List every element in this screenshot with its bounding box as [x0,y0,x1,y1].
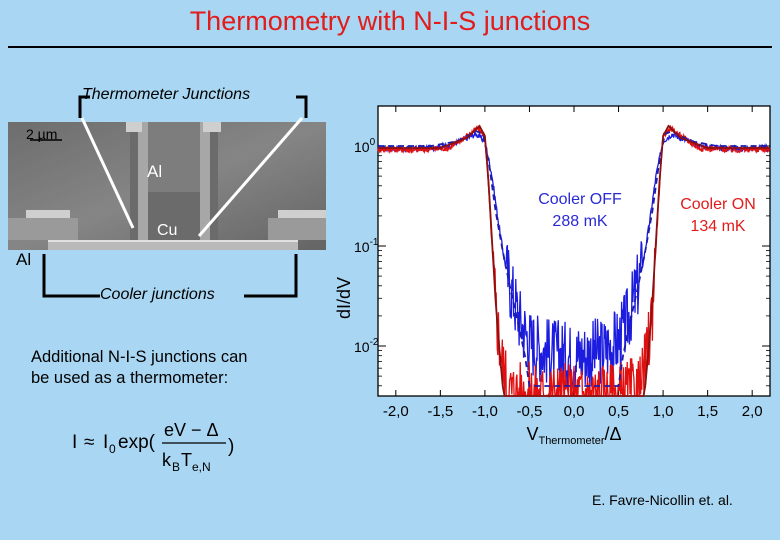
x-tick-label: -1,5 [427,403,453,420]
formula-numerator: eV − Δ [164,420,219,440]
slide-title: Thermometry with N-I-S junctions [189,6,591,36]
scale-bar-label: 2 µm [26,126,58,142]
y-tick-label: 100 [354,137,376,155]
series-annotation: 288 mK [552,213,607,230]
y-tick-label: 10-1 [354,237,379,255]
al-electrode-label: Al [147,162,163,181]
credit-text: E. Favre-Nicollin et. al. [592,492,733,508]
formula-i0-sub: 0 [109,442,116,456]
al-lead-label: Al [16,250,32,269]
formula-t-sub: e,N [192,460,211,474]
x-tick-label: -2,0 [383,403,409,420]
formula-lhs: I [72,432,77,453]
formula-t: T [181,450,192,470]
cu-island-label: Cu [157,222,178,239]
formula-exp: exp( [118,432,156,453]
formula-close: ) [228,436,234,457]
description-text: Additional N-I-S junctions can be used a… [31,347,331,389]
cooler-junctions-label: Cooler junctions [100,286,215,303]
description-line: be used as a thermometer: [31,369,229,387]
formula-kb: k [162,450,172,470]
x-tick-label: 0,0 [564,403,585,420]
y-axis-label: dI/dV [334,277,354,319]
formula-i0: I [103,432,108,453]
thermometer-junctions-label: Thermometer Junctions [82,86,251,103]
fit-line [378,124,770,397]
series-annotation: Cooler ON [680,196,756,213]
x-tick-label: 0,5 [608,403,629,420]
x-tick-label: -1,0 [472,403,498,420]
didv-chart: -2,0 -1,5 -1,0 -0,5 0,0 0,5 1,0 1,5 2,0 100 10-1 10… [334,105,771,447]
title-divider [8,46,772,48]
x-tick-label: 2,0 [742,403,763,420]
fit-line [378,129,770,387]
thermometer-formula: I ≈ I 0 exp( eV − Δ k B T e,N ) [72,420,234,474]
sem-micrograph [8,122,326,250]
formula-kb-sub: B [172,460,180,474]
formula-approx: ≈ [84,432,94,453]
description-line: Additional N-I-S junctions can [31,348,248,366]
series-annotation: Cooler OFF [538,191,622,208]
y-tick-label: 10-2 [354,337,379,355]
x-axis-label: VThermometer/Δ [526,424,621,447]
plot-area [377,105,771,397]
x-tick-label: -0,5 [517,403,543,420]
x-tick-label: 1,5 [697,403,718,420]
x-tick-label: 1,0 [653,403,674,420]
series-annotation: 134 mK [690,218,745,235]
